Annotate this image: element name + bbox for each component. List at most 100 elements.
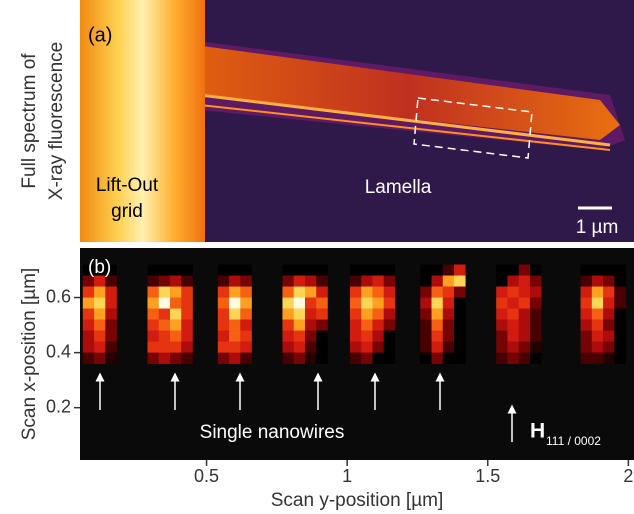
heatmap-cell <box>383 330 396 342</box>
heatmap-cell <box>372 297 385 309</box>
heatmap-cell <box>454 275 466 287</box>
heatmap-cell <box>94 319 106 331</box>
heatmap-cell <box>282 275 295 287</box>
annotation: Lift-Out <box>96 175 159 196</box>
heatmap-cell <box>94 308 106 320</box>
heatmap-cell <box>147 275 160 287</box>
heatmap-cell <box>181 341 193 353</box>
heatmap-cell <box>158 330 171 342</box>
y-axis-label: Full spectrum of <box>19 53 40 189</box>
heatmap-cell <box>147 352 160 364</box>
heatmap-cell <box>217 319 230 331</box>
axes: 0.5 1 1.5 2 0.2 0.4 0.6 <box>46 286 633 485</box>
heatmap-cell <box>94 330 106 342</box>
heatmap-cell <box>158 264 171 276</box>
heatmap-cell <box>496 341 508 353</box>
heatmap-cell <box>614 308 626 320</box>
heatmap-cell <box>431 275 444 287</box>
heatmap-cell <box>442 275 455 287</box>
heatmap-cell <box>82 330 95 342</box>
heatmap-cell <box>169 275 182 287</box>
y-axis-label: X-ray fluorescence <box>46 42 67 200</box>
heatmap-cell <box>229 352 241 364</box>
heatmap-cell <box>293 275 306 287</box>
heatmap-cell <box>420 275 432 287</box>
heatmap-cell <box>181 319 193 331</box>
heatmap-cell <box>529 275 542 287</box>
heatmap-cell <box>316 275 328 287</box>
heatmap-cell <box>349 297 362 309</box>
heatmap-cell <box>496 330 508 342</box>
heatmap-cell <box>147 308 160 320</box>
lamella-edge <box>199 104 611 151</box>
heatmap-cell <box>454 264 466 276</box>
heatmap-cell <box>361 352 373 364</box>
heatmap-cell <box>361 275 373 287</box>
heatmap-cell <box>105 319 117 331</box>
heatmap-cell <box>454 319 466 331</box>
heatmap-cell <box>217 341 230 353</box>
heatmap-cell <box>372 275 385 287</box>
heatmap-cell <box>442 286 455 298</box>
heatmap-cell <box>496 319 508 331</box>
heatmap-cell <box>454 286 466 298</box>
heatmap-cell <box>603 286 615 298</box>
heatmap-cell <box>293 319 306 331</box>
heatmap-cell <box>282 286 295 298</box>
heatmap-cell <box>316 308 328 320</box>
heatmap-cell <box>240 264 252 276</box>
heatmap-cell <box>361 264 373 276</box>
heatmap-cell <box>518 275 531 287</box>
heatmap-cell <box>420 341 432 353</box>
heatmap-cell <box>431 341 444 353</box>
heatmap-cell <box>229 319 241 331</box>
heatmap-cell <box>518 341 531 353</box>
heatmap-cell <box>94 264 106 276</box>
heatmap-cell <box>580 308 593 320</box>
heatmap-cell <box>431 286 444 298</box>
heatmap-cell <box>147 264 160 276</box>
heatmap-cell <box>304 308 317 320</box>
heatmap-cell <box>217 275 230 287</box>
heatmap-cell <box>372 352 385 364</box>
heatmap-cell <box>316 352 328 364</box>
heatmap-cell <box>181 275 193 287</box>
heatmap-cell <box>181 297 193 309</box>
heatmap-cell <box>181 330 193 342</box>
heatmap-cell <box>529 319 542 331</box>
heatmap-cell <box>293 297 306 309</box>
heatmap-cell <box>217 297 230 309</box>
heatmap-cell <box>82 319 95 331</box>
annotation: grid <box>111 201 143 222</box>
heatmap-cell <box>614 352 626 364</box>
heatmap-cell <box>304 264 317 276</box>
heatmap-cell <box>293 264 306 276</box>
heatmap-cell <box>293 352 306 364</box>
heatmap-cell <box>529 286 542 298</box>
panel-label: (b) <box>88 257 111 278</box>
heatmap-cell <box>603 275 615 287</box>
heatmap-cell <box>229 330 241 342</box>
heatmap-cell <box>603 297 615 309</box>
heatmap-cell <box>603 264 615 276</box>
heatmap-cell <box>147 297 160 309</box>
heatmap-cell <box>304 330 317 342</box>
heatmap-cell <box>217 308 230 320</box>
heatmap-cell <box>82 352 95 364</box>
heatmap-cell <box>293 341 306 353</box>
x-tick-label: 1.5 <box>475 466 500 486</box>
heatmap-cell <box>304 352 317 364</box>
annotation: Single nanowires <box>200 422 345 443</box>
panel-label: (a) <box>88 24 112 46</box>
heatmap-cell <box>316 297 328 309</box>
heatmap-cell <box>383 341 396 353</box>
heatmap-cell <box>454 330 466 342</box>
heatmap-cell <box>529 330 542 342</box>
heatmap-cell <box>240 352 252 364</box>
heatmap-cell <box>372 308 385 320</box>
heatmap-cell <box>614 330 626 342</box>
heatmap-cell <box>361 308 373 320</box>
heatmap-cell <box>431 264 444 276</box>
heatmap-cell <box>529 341 542 353</box>
